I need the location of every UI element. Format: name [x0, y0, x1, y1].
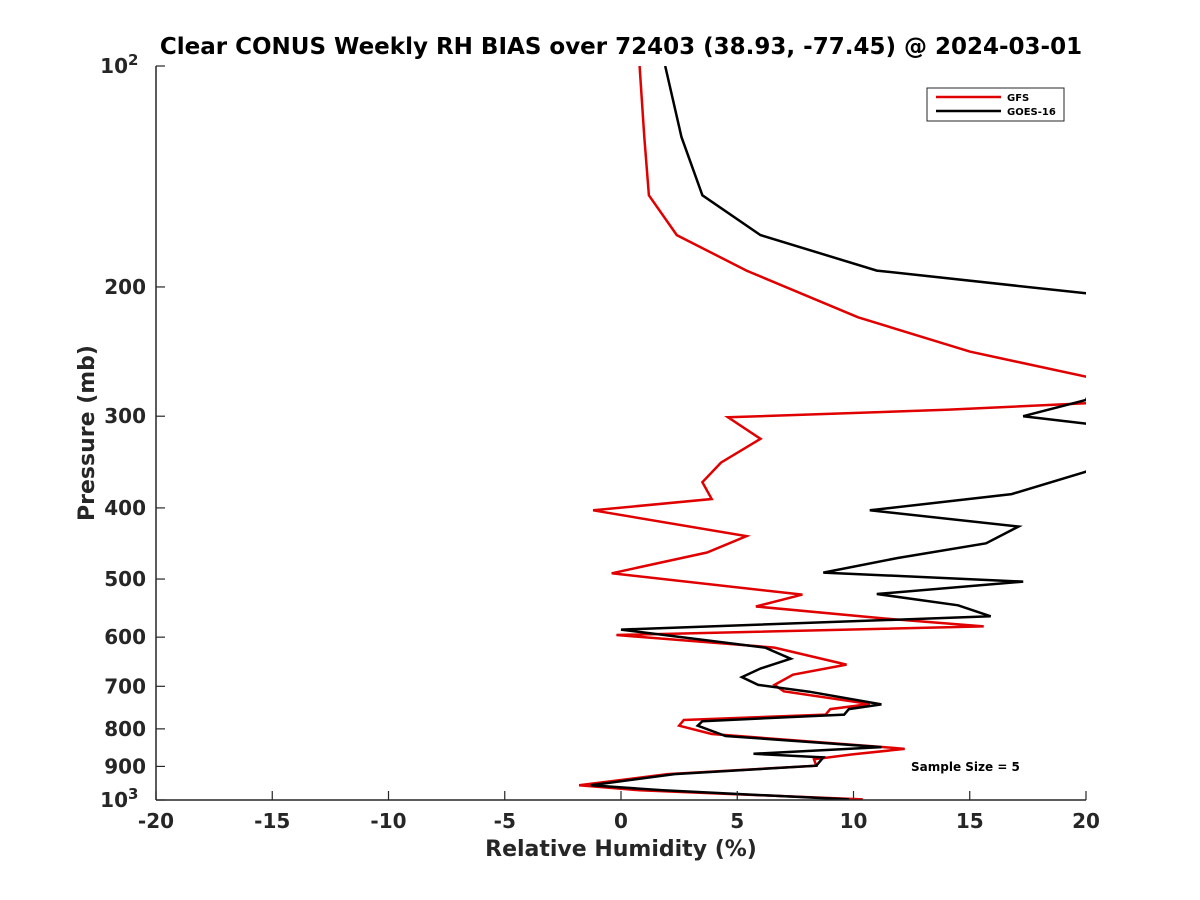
- series-line-gfs: [578, 66, 1086, 800]
- chart-title: Clear CONUS Weekly RH BIAS over 72403 (3…: [160, 34, 1082, 60]
- x-tick-label: -20: [138, 809, 174, 833]
- y-tick-label: 200: [104, 275, 146, 299]
- legend: GFS GOES-16: [926, 87, 1065, 122]
- y-tick-label: 600: [104, 625, 146, 649]
- x-tick-label: -10: [370, 809, 406, 833]
- x-tick-label: 0: [614, 809, 628, 833]
- x-tick-label: 20: [1072, 809, 1100, 833]
- y-tick-label: 400: [104, 496, 146, 520]
- x-axis-label: Relative Humidity (%): [485, 837, 757, 862]
- y-tick-label: 10: [100, 788, 128, 812]
- y-tick-exponent: 3: [128, 785, 138, 803]
- x-ticks: -20 -15 -10 -5 0 5 10 15 20: [138, 791, 1100, 833]
- y-tick-label: 300: [104, 404, 146, 428]
- y-tick-exponent: 2: [128, 51, 138, 69]
- plot-frame: [156, 66, 1086, 800]
- x-tick-label: 10: [840, 809, 868, 833]
- sample-size-annotation: Sample Size = 5: [911, 760, 1020, 774]
- y-tick-label: 500: [104, 567, 146, 591]
- x-tick-label: -5: [494, 809, 516, 833]
- y-tick-label: 800: [104, 717, 146, 741]
- series-layer: [578, 66, 1086, 800]
- x-tick-label: -15: [254, 809, 290, 833]
- y-tick-label: 700: [104, 674, 146, 698]
- y-tick-label: 900: [104, 754, 146, 778]
- x-tick-label: 15: [956, 809, 984, 833]
- y-tick-label: 10: [100, 54, 128, 78]
- x-tick-label: 5: [730, 809, 744, 833]
- y-axis-label: Pressure (mb): [75, 345, 100, 521]
- legend-box: [926, 87, 1065, 122]
- legend-label-goes16: GOES-16: [1007, 107, 1056, 118]
- series-line-goes16: [590, 66, 1086, 800]
- legend-label-gfs: GFS: [1007, 93, 1029, 104]
